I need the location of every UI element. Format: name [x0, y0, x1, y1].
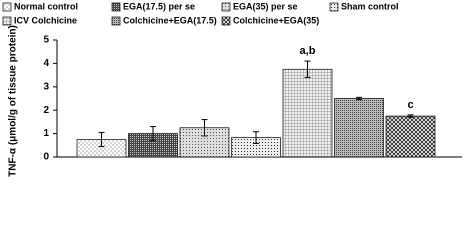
legend-swatch	[221, 2, 231, 12]
y-axis-title: TNF-α (μmol/g of tissue protein)	[8, 25, 19, 177]
legend-swatch	[111, 2, 121, 12]
legend-label: Sham control	[341, 1, 399, 11]
y-tick-label: 5	[43, 35, 49, 46]
bar	[282, 68, 333, 158]
chart: TNF-α (μmol/g of tissue protein) 0 1 2 3 4 5 N…	[2, 1, 462, 177]
annotation: c	[407, 99, 413, 111]
bar	[334, 98, 384, 158]
annotation: a,b	[300, 45, 316, 57]
legend-swatch	[221, 16, 231, 26]
legend-label: Normal control	[14, 1, 78, 11]
legend-label: EGA(35) per se	[233, 1, 298, 11]
legend-label: ICV Colchicine	[14, 15, 77, 25]
legend-swatch	[2, 16, 12, 26]
bar	[385, 115, 436, 158]
y-tick-label: 2	[43, 105, 49, 116]
legend-swatch	[2, 2, 12, 12]
legend-label: Colchicine+EGA(17.5)	[123, 15, 217, 25]
y-tick-label: 3	[43, 81, 49, 92]
legend-label: Colchicine+EGA(35)	[233, 15, 319, 25]
legend-swatch	[111, 16, 121, 26]
y-tick-label: 0	[43, 152, 49, 163]
legend-swatch	[329, 2, 339, 12]
y-tick-label: 4	[43, 58, 49, 69]
legend-label: EGA(17.5) per se	[123, 1, 195, 11]
y-tick-label: 1	[43, 128, 49, 139]
